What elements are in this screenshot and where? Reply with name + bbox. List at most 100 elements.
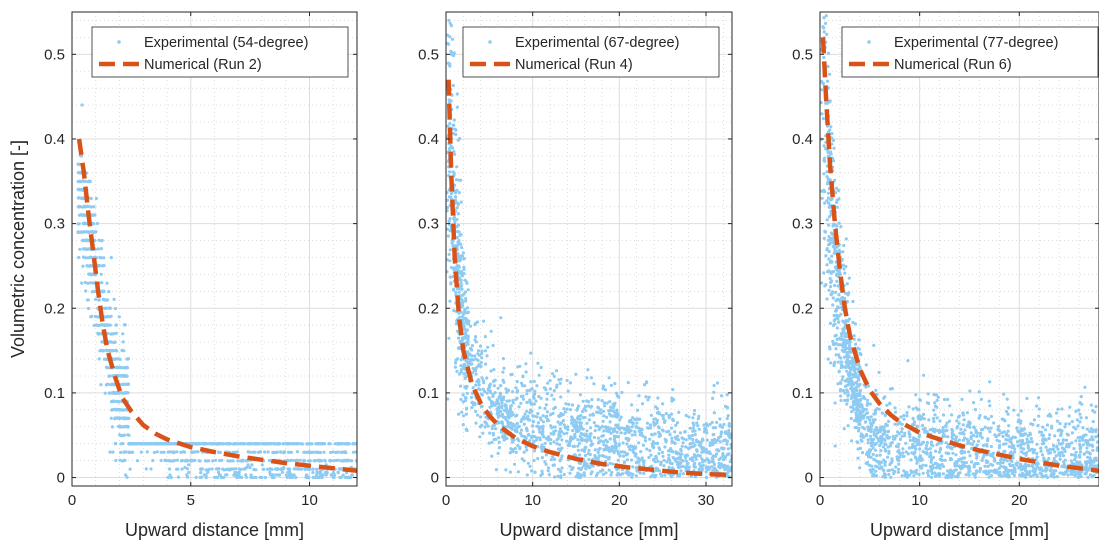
experimental-point xyxy=(493,403,497,407)
experimental-point xyxy=(832,251,836,255)
experimental-point xyxy=(886,430,890,434)
experimental-point xyxy=(974,452,978,456)
experimental-point xyxy=(576,404,581,408)
experimental-point xyxy=(492,423,496,427)
experimental-point xyxy=(462,311,466,315)
experimental-point xyxy=(584,408,588,413)
experimental-point xyxy=(306,442,310,446)
experimental-point xyxy=(112,297,116,301)
experimental-point xyxy=(588,437,592,441)
experimental-point xyxy=(458,278,462,282)
experimental-point xyxy=(81,255,86,259)
experimental-point xyxy=(580,466,584,470)
experimental-point xyxy=(697,427,701,431)
experimental-point xyxy=(210,467,214,471)
experimental-point xyxy=(560,454,564,458)
experimental-point xyxy=(454,128,458,132)
experimental-point xyxy=(96,247,100,251)
experimental-point xyxy=(350,473,354,477)
experimental-point xyxy=(654,456,659,460)
experimental-point xyxy=(712,411,716,415)
y-tick-label: 0.1 xyxy=(418,385,439,402)
experimental-point xyxy=(204,442,208,446)
experimental-point xyxy=(221,442,225,446)
experimental-point xyxy=(84,205,88,209)
experimental-point xyxy=(580,438,584,443)
experimental-point xyxy=(1023,469,1027,473)
experimental-point xyxy=(837,293,841,297)
experimental-point xyxy=(515,421,519,426)
experimental-point xyxy=(454,358,458,362)
experimental-point xyxy=(893,436,897,441)
experimental-point xyxy=(991,451,996,455)
experimental-point xyxy=(647,395,651,399)
experimental-point xyxy=(607,456,611,460)
experimental-point xyxy=(329,450,333,455)
experimental-point xyxy=(605,415,609,419)
experimental-point xyxy=(246,463,250,467)
experimental-point xyxy=(86,204,90,208)
experimental-point xyxy=(248,442,252,446)
experimental-point xyxy=(477,383,481,387)
experimental-point xyxy=(596,471,600,475)
experimental-point xyxy=(676,438,681,442)
experimental-point xyxy=(607,409,611,413)
experimental-point xyxy=(305,473,309,477)
x-tick-label: 10 xyxy=(524,492,541,509)
experimental-point xyxy=(936,395,941,399)
experimental-point xyxy=(204,475,208,480)
experimental-point xyxy=(460,254,464,258)
experimental-point xyxy=(842,267,846,271)
experimental-point xyxy=(1064,422,1068,426)
experimental-point xyxy=(459,358,463,362)
experimental-point xyxy=(478,388,482,392)
experimental-point xyxy=(974,428,978,432)
experimental-point xyxy=(142,442,146,446)
experimental-point xyxy=(119,433,123,438)
experimental-point xyxy=(126,417,130,421)
experimental-point xyxy=(207,467,211,471)
experimental-point xyxy=(602,429,606,433)
experimental-point xyxy=(681,459,685,463)
experimental-point xyxy=(510,372,514,376)
experimental-point xyxy=(76,222,80,226)
experimental-point xyxy=(543,441,547,445)
experimental-point xyxy=(76,180,80,184)
experimental-point xyxy=(611,406,615,410)
experimental-point xyxy=(1001,461,1005,465)
experimental-point xyxy=(875,465,879,469)
experimental-point xyxy=(1081,438,1085,442)
experimental-point xyxy=(853,322,858,326)
experimental-point xyxy=(158,442,163,446)
experimental-point xyxy=(92,281,96,285)
experimental-point xyxy=(962,461,966,465)
experimental-point xyxy=(583,415,587,420)
experimental-point xyxy=(496,451,500,455)
experimental-point xyxy=(448,217,452,221)
experimental-point xyxy=(1061,438,1065,442)
experimental-point xyxy=(873,409,878,413)
experimental-point xyxy=(710,465,714,469)
experimental-point xyxy=(1057,442,1061,446)
experimental-point xyxy=(528,439,532,443)
experimental-point xyxy=(680,452,684,456)
experimental-point xyxy=(845,362,849,366)
experimental-point xyxy=(658,447,662,452)
experimental-point xyxy=(875,407,879,411)
experimental-point xyxy=(1054,411,1059,415)
experimental-point xyxy=(517,439,521,443)
legend-label-numerical: Numerical (Run 4) xyxy=(515,57,633,73)
experimental-point xyxy=(610,470,614,475)
experimental-point xyxy=(179,450,183,454)
experimental-point xyxy=(640,402,645,406)
experimental-point xyxy=(256,442,260,446)
experimental-point xyxy=(1070,441,1074,445)
experimental-point xyxy=(502,408,506,412)
experimental-point xyxy=(869,444,874,448)
experimental-point xyxy=(295,450,299,454)
experimental-point xyxy=(893,410,898,414)
experimental-point xyxy=(901,451,905,455)
experimental-point xyxy=(84,289,88,293)
